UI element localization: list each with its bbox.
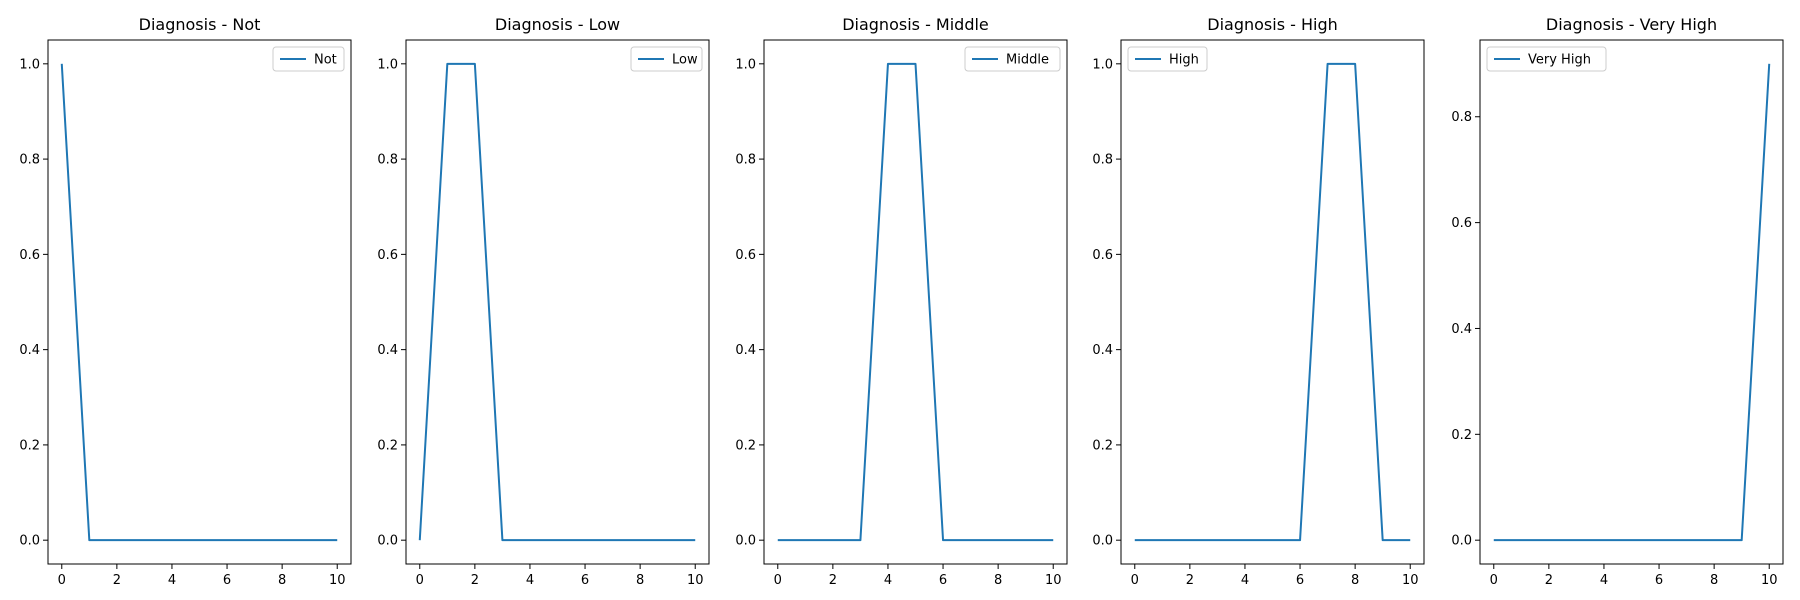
y-tick-label: 0.4	[1092, 343, 1113, 358]
y-tick-label: 0.8	[1451, 110, 1472, 125]
x-tick-label: 0	[1490, 573, 1498, 588]
x-tick-label: 10	[1402, 573, 1419, 588]
y-tick-label: 0.4	[377, 343, 398, 358]
legend-label: High	[1169, 53, 1199, 68]
subplot-2: Diagnosis - Low 0 2 4 6 8 10 0.0 0.2 0.4 0.6 0.8 1.0…	[377, 15, 710, 588]
x-tick-label: 0	[774, 573, 782, 588]
chart-title: Diagnosis - High	[1207, 15, 1338, 34]
series-line-middle	[777, 62, 1054, 542]
y-tick-label: 0.6	[735, 248, 756, 263]
y-tick-label: 1.0	[377, 57, 398, 72]
x-tick-label: 4	[526, 573, 534, 588]
subplot-3: Diagnosis - Middle 0 2 4 6 8 10 0.0 0.2 0.4 0.6 0.8…	[735, 15, 1068, 588]
x-tick-label: 10	[1761, 573, 1778, 588]
legend-frame	[964, 46, 1061, 72]
x-tick-label: 8	[1351, 573, 1359, 588]
chart-title: Diagnosis - Middle	[842, 15, 989, 34]
y-tick-label: 0.4	[735, 343, 756, 358]
x-tick-label: 2	[829, 573, 837, 588]
y-tick-label: 0.8	[377, 153, 398, 168]
x-tick-label: 10	[1045, 573, 1062, 588]
y-tick-label: 0.6	[1451, 216, 1472, 231]
y-tick-label: 0.6	[377, 248, 398, 263]
y-tick-label: 0.2	[19, 438, 40, 453]
series-line-high	[1134, 62, 1411, 542]
x-tick-label: 4	[168, 573, 176, 588]
x-tick-label: 10	[329, 573, 346, 588]
subplot-4: Diagnosis - High 0 2 4 6 8 10 0.0 0.2 0.4 0.6 0.8 1.…	[1092, 15, 1425, 588]
y-tick-label: 0.2	[735, 438, 756, 453]
axes-frame	[1120, 39, 1425, 565]
y-tick-label: 0.0	[377, 534, 398, 549]
x-tick-label: 6	[223, 573, 231, 588]
legend: High	[1127, 46, 1208, 72]
x-tick-label: 10	[687, 573, 704, 588]
x-tick-label: 6	[1655, 573, 1663, 588]
legend-frame	[1486, 46, 1607, 72]
axes-frame	[763, 39, 1068, 565]
y-tick-label: 0.0	[1092, 534, 1113, 549]
x-tick-label: 8	[278, 573, 286, 588]
x-tick-label: 2	[113, 573, 121, 588]
y-tick-label: 0.6	[1092, 248, 1113, 263]
legend-label: Not	[314, 53, 337, 68]
x-tick-label: 6	[1296, 573, 1304, 588]
y-tick-label: 0.0	[735, 534, 756, 549]
y-tick-label: 0.2	[377, 438, 398, 453]
series-line-not	[60, 63, 338, 542]
chart-title: Diagnosis - Not	[139, 15, 261, 34]
x-tick-label: 6	[581, 573, 589, 588]
y-tick-label: 1.0	[735, 57, 756, 72]
legend-frame	[272, 46, 345, 72]
legend: Low	[630, 46, 703, 72]
legend: Middle	[964, 46, 1061, 72]
x-tick-label: 4	[1600, 573, 1608, 588]
y-tick-label: 0.8	[19, 153, 40, 168]
y-tick-label: 0.0	[19, 534, 40, 549]
x-tick-label: 2	[471, 573, 479, 588]
x-tick-label: 4	[1241, 573, 1249, 588]
y-tick-label: 0.4	[1451, 322, 1472, 337]
x-tick-label: 8	[1710, 573, 1718, 588]
y-tick-label: 0.2	[1092, 438, 1113, 453]
legend: Very High	[1486, 46, 1607, 72]
series-line-very-high	[1493, 63, 1771, 542]
x-tick-label: 6	[939, 573, 947, 588]
x-tick-label: 4	[884, 573, 892, 588]
subplot-1: Diagnosis - Not 0 2 4 6 8 10 0.0 0.2 0.4 0.6 0.8 1.0…	[19, 15, 352, 588]
axes-frame	[1479, 39, 1784, 565]
y-tick-label: 0.0	[1451, 534, 1472, 549]
series-line-low	[418, 62, 696, 542]
y-tick-label: 1.0	[1092, 57, 1113, 72]
y-tick-label: 0.4	[19, 343, 40, 358]
y-tick-label: 0.2	[1451, 428, 1472, 443]
x-tick-label: 0	[416, 573, 424, 588]
legend-label: Very High	[1528, 53, 1591, 68]
legend-label: Middle	[1006, 53, 1049, 68]
legend-frame	[630, 46, 703, 72]
chart-title: Diagnosis - Low	[495, 15, 620, 34]
axes-frame	[405, 39, 710, 565]
axes-frame	[47, 39, 352, 565]
subplot-5: Diagnosis - Very High 0 2 4 6 8 10 0.0 0.2 0.4 0.6…	[1451, 15, 1784, 588]
x-tick-label: 8	[636, 573, 644, 588]
y-tick-label: 0.8	[1092, 153, 1113, 168]
y-tick-label: 0.8	[735, 153, 756, 168]
legend-frame	[1127, 46, 1208, 72]
x-tick-label: 8	[994, 573, 1002, 588]
y-tick-label: 0.6	[19, 248, 40, 263]
x-tick-label: 0	[1131, 573, 1139, 588]
legend-label: Low	[672, 53, 698, 68]
x-tick-label: 2	[1186, 573, 1194, 588]
x-tick-label: 0	[58, 573, 66, 588]
x-tick-label: 2	[1545, 573, 1553, 588]
y-tick-label: 1.0	[19, 57, 40, 72]
legend: Not	[272, 46, 345, 72]
chart-title: Diagnosis - Very High	[1546, 15, 1717, 34]
